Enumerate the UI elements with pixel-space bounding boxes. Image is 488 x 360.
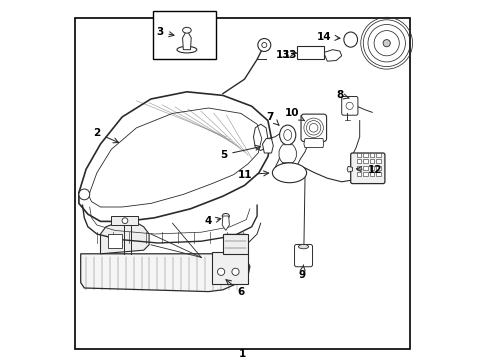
Bar <box>363 159 367 163</box>
Ellipse shape <box>298 244 308 249</box>
Polygon shape <box>81 254 249 292</box>
Bar <box>369 153 374 157</box>
Circle shape <box>382 40 389 47</box>
Ellipse shape <box>343 32 357 47</box>
Bar <box>356 159 361 163</box>
Polygon shape <box>182 30 191 50</box>
Bar <box>356 172 361 176</box>
Polygon shape <box>346 166 352 172</box>
FancyBboxPatch shape <box>294 244 312 267</box>
Polygon shape <box>101 221 149 254</box>
Text: 9: 9 <box>298 265 305 280</box>
Polygon shape <box>279 145 296 163</box>
Bar <box>369 166 374 170</box>
Text: 3: 3 <box>156 27 174 37</box>
Text: 13: 13 <box>283 50 297 60</box>
Bar <box>363 166 367 170</box>
Circle shape <box>257 39 270 51</box>
Bar <box>296 46 323 59</box>
Ellipse shape <box>177 46 196 53</box>
Bar <box>369 159 374 163</box>
Text: 2: 2 <box>93 128 118 143</box>
Text: 6: 6 <box>225 280 244 297</box>
Text: 10: 10 <box>284 108 304 121</box>
Bar <box>223 234 247 254</box>
Text: 7: 7 <box>266 112 279 125</box>
Polygon shape <box>303 139 323 148</box>
Bar <box>369 172 374 176</box>
Text: 4: 4 <box>204 216 221 226</box>
Ellipse shape <box>272 163 306 183</box>
Bar <box>107 234 122 248</box>
Text: 11: 11 <box>238 170 268 180</box>
FancyBboxPatch shape <box>301 114 326 141</box>
Bar <box>363 172 367 176</box>
Text: 5: 5 <box>220 145 260 160</box>
Text: 14: 14 <box>316 32 339 42</box>
Bar <box>363 153 367 157</box>
Bar <box>375 172 380 176</box>
Bar <box>152 11 215 59</box>
Polygon shape <box>262 139 273 153</box>
Circle shape <box>79 189 89 200</box>
Circle shape <box>122 218 127 224</box>
Text: 1: 1 <box>239 349 246 359</box>
Text: 8: 8 <box>336 90 348 100</box>
Ellipse shape <box>279 125 295 145</box>
Circle shape <box>231 268 239 275</box>
Ellipse shape <box>222 213 229 219</box>
Bar <box>212 252 247 284</box>
Bar <box>356 153 361 157</box>
Text: 13: 13 <box>275 50 295 60</box>
Circle shape <box>217 268 224 275</box>
Bar <box>375 159 380 163</box>
Ellipse shape <box>182 27 191 33</box>
Bar <box>375 166 380 170</box>
Circle shape <box>261 42 266 48</box>
FancyBboxPatch shape <box>341 96 357 115</box>
Text: 12: 12 <box>356 165 381 175</box>
FancyBboxPatch shape <box>350 153 384 184</box>
Bar <box>375 153 380 157</box>
Polygon shape <box>222 216 229 230</box>
Bar <box>356 166 361 170</box>
Bar <box>111 216 138 225</box>
